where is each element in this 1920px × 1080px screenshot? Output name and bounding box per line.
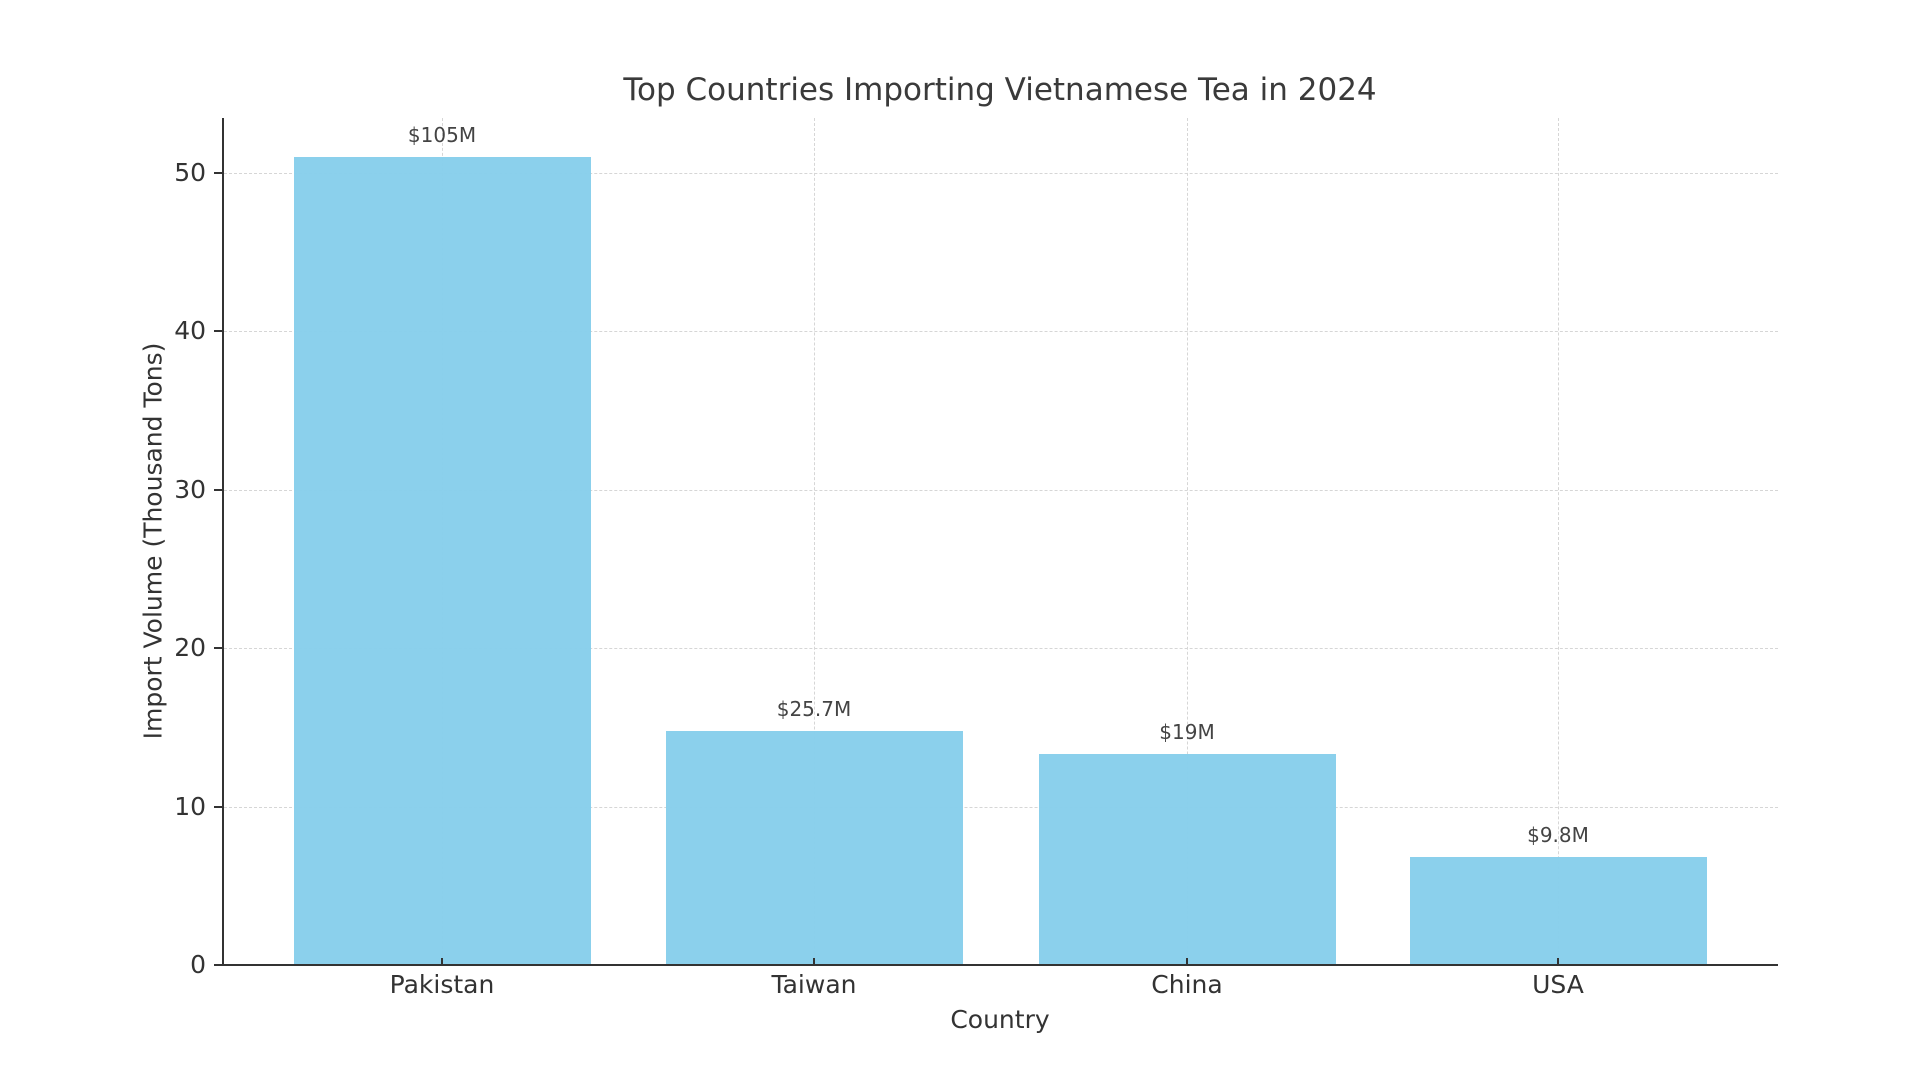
x-tick-label: USA [1532,970,1584,999]
h-gridline [224,331,1778,333]
x-tick-mark [441,958,443,965]
h-gridline [224,648,1778,650]
chart-title: Top Countries Importing Vietnamese Tea i… [623,72,1377,108]
bar-value-label: $25.7M [776,696,852,721]
v-gridline [814,118,815,964]
y-tick-label: 40 [174,316,206,346]
y-axis-title: Import Volume (Thousand Tons) [138,342,168,740]
x-tick-mark [1186,958,1188,965]
y-axis-line [222,118,224,966]
x-axis-title: Country [950,1005,1050,1034]
h-gridline [224,489,1778,491]
y-tick-mark [214,647,222,650]
x-tick-mark [813,958,815,965]
x-tick-mark [1557,958,1559,965]
x-tick-label: Pakistan [389,970,495,999]
y-tick-label: 50 [174,158,206,187]
y-tick-mark [214,488,222,491]
y-tick-label: 10 [174,791,206,821]
y-tick-label: 20 [174,633,206,663]
h-gridline [224,173,1778,174]
bar-value-label: $9.8M [1527,823,1589,848]
y-tick-label: 30 [174,474,206,504]
h-gridline [224,806,1778,808]
y-tick-mark [214,964,222,966]
y-tick-mark [214,330,222,333]
y-tick-label: 0 [190,950,206,979]
y-tick-mark [214,805,222,808]
x-tick-label: Taiwan [771,970,857,999]
bar-taiwan [665,730,963,965]
x-axis-line [222,964,1778,966]
v-gridline [1558,118,1559,964]
bar-value-label: $19M [1159,720,1215,745]
x-tick-label: China [1151,970,1223,999]
v-gridline [1187,118,1188,964]
bar-pakistan [293,157,591,965]
bar-value-label: $105M [407,123,477,148]
y-tick-mark [214,172,222,174]
bar-usa [1409,857,1707,965]
bar-china [1038,754,1336,965]
